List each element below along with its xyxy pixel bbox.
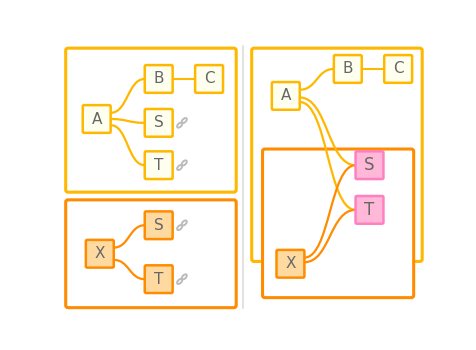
- Text: X: X: [285, 256, 296, 271]
- FancyBboxPatch shape: [356, 151, 384, 179]
- Text: A: A: [281, 89, 291, 103]
- FancyBboxPatch shape: [66, 48, 236, 192]
- FancyBboxPatch shape: [145, 109, 173, 137]
- FancyBboxPatch shape: [272, 82, 300, 110]
- Text: B: B: [153, 71, 164, 86]
- FancyBboxPatch shape: [145, 265, 173, 293]
- FancyBboxPatch shape: [66, 200, 236, 308]
- Text: C: C: [204, 71, 214, 86]
- FancyBboxPatch shape: [384, 55, 412, 83]
- FancyBboxPatch shape: [263, 149, 414, 298]
- Text: A: A: [91, 112, 102, 126]
- Text: S: S: [154, 218, 164, 233]
- FancyBboxPatch shape: [277, 250, 304, 278]
- FancyBboxPatch shape: [145, 151, 173, 179]
- FancyBboxPatch shape: [334, 55, 362, 83]
- Text: C: C: [393, 62, 404, 76]
- FancyBboxPatch shape: [252, 48, 422, 261]
- Text: T: T: [364, 201, 375, 219]
- Text: T: T: [154, 158, 163, 173]
- FancyBboxPatch shape: [86, 240, 114, 268]
- Text: S: S: [364, 156, 375, 174]
- Text: T: T: [154, 272, 163, 287]
- FancyBboxPatch shape: [145, 65, 173, 93]
- Text: B: B: [343, 62, 353, 76]
- FancyBboxPatch shape: [195, 65, 223, 93]
- Text: X: X: [95, 246, 105, 261]
- FancyBboxPatch shape: [356, 196, 384, 224]
- Text: S: S: [154, 116, 164, 130]
- FancyBboxPatch shape: [145, 211, 173, 239]
- FancyBboxPatch shape: [83, 105, 110, 133]
